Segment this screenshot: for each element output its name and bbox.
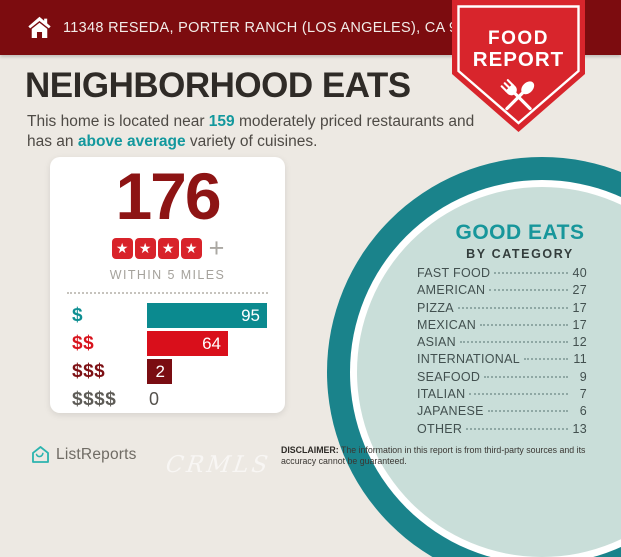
category-value: 17	[572, 317, 587, 332]
category-label: MEXICAN	[417, 317, 477, 332]
disclaimer: DISCLAIMER: The information in this repo…	[281, 445, 611, 468]
category-value: 6	[579, 404, 587, 419]
dotted-leader	[523, 358, 568, 361]
category-value: 9	[579, 369, 587, 384]
dotted-leader	[494, 272, 568, 274]
category-label: PIZZA	[417, 300, 454, 315]
star-icon: ★	[134, 237, 156, 259]
category-value: 27	[572, 283, 587, 298]
good-eats-title: GOOD EATS	[455, 221, 585, 244]
category-label: ITALIAN	[417, 387, 466, 402]
star-rating: ★ ★ ★ ★ +	[50, 232, 285, 263]
property-address: 11348 RESEDA, PORTER RANCH (LOS ANGELES)…	[63, 19, 491, 36]
total-restaurants: 176	[115, 159, 221, 233]
listreports-logo: ListReports	[31, 445, 137, 464]
category-label: OTHER	[417, 421, 463, 436]
dotted-leader	[457, 306, 568, 309]
star-icon: ★	[111, 237, 133, 259]
subtitle-mid: moderately priced restaurants and has an	[27, 113, 475, 151]
category-row: SEAFOOD 9	[417, 370, 587, 387]
category-value: 7	[579, 387, 587, 402]
dotted-leader	[466, 427, 568, 430]
listreports-house-icon	[31, 445, 50, 464]
category-label: ASIAN	[417, 335, 457, 350]
home-icon	[26, 14, 53, 41]
subtitle-pre: This home is located near	[27, 113, 209, 130]
badge-line1: FOOD	[488, 28, 549, 49]
price-tier-bar: 2	[147, 359, 172, 385]
dotted-leader	[487, 410, 568, 413]
category-label: AMERICAN	[417, 283, 486, 298]
dotted-leader	[484, 375, 568, 378]
crmls-watermark: CRMLS	[164, 452, 273, 478]
dotted-leader	[489, 289, 568, 292]
price-tier-label: $	[72, 304, 84, 326]
star-icon: ★	[180, 237, 202, 259]
category-value: 17	[572, 300, 587, 315]
price-tier-label: $$$$	[72, 388, 117, 410]
variety-highlight: above average	[77, 133, 186, 151]
price-tier-row: $$$ 2	[50, 358, 285, 386]
category-value: 13	[572, 421, 587, 436]
good-eats-subtitle: BY CATEGORY	[466, 247, 574, 261]
category-row: AMERICAN 27	[417, 283, 587, 300]
price-tier-label: $$	[72, 332, 95, 354]
dotted-leader	[480, 323, 568, 326]
price-tier-row: $$ 64	[50, 330, 285, 358]
good-eats-header: GOOD EATS BY CATEGORY	[415, 221, 621, 261]
disclaimer-label: DISCLAIMER:	[281, 445, 339, 455]
food-report-badge: FOOD REPORT	[452, 0, 585, 134]
price-tier-row: $$$$ 0	[50, 386, 285, 414]
category-label: FAST FOOD	[417, 266, 491, 280]
price-tier-zero-value: 0	[149, 389, 160, 410]
category-label: SEAFOOD	[417, 369, 481, 384]
disclaimer-text: The information in this report is from t…	[281, 445, 586, 467]
category-row: MEXICAN 17	[417, 318, 587, 335]
price-tier-bar: 64	[147, 331, 228, 357]
category-label: JAPANESE	[417, 404, 484, 419]
category-row: OTHER 13	[417, 422, 587, 439]
category-row: ASIAN 12	[417, 335, 587, 352]
category-row: PIZZA 17	[417, 301, 587, 318]
category-row: JAPANESE 6	[417, 404, 587, 421]
category-value: 11	[573, 352, 587, 367]
category-list: FAST FOOD 40 AMERICAN 27 PIZZA 17 MEXICAN 17 ASI…	[417, 266, 587, 439]
radius-label: WITHIN 5 MILES	[109, 267, 226, 282]
restaurant-count: 159	[208, 113, 235, 130]
fork-and-spoon-crossed-icon	[500, 79, 535, 111]
page-subtitle: This home is located near 159 moderately…	[27, 112, 479, 153]
price-tier-bar: 95	[147, 303, 267, 329]
plus-sign: +	[208, 232, 225, 263]
subtitle-post: variety of cuisines.	[185, 133, 318, 151]
category-value: 12	[572, 335, 587, 350]
category-row: INTERNATIONAL 11	[417, 352, 587, 369]
price-bar-chart: $95 $$ 64 $$$ 2 $$$$ 0	[50, 302, 285, 414]
stats-card: 176 ★ ★ ★ ★ + WITHIN 5 MILES $95 $$ 64 $$$ 2 $$$$…	[50, 157, 285, 413]
dotted-leader	[460, 341, 568, 344]
price-tier-row: $95	[50, 302, 285, 330]
dotted-divider	[67, 291, 268, 294]
page-title: NEIGHBORHOOD EATS	[25, 66, 411, 105]
price-tier-label: $$$	[72, 360, 106, 382]
category-value: 40	[572, 266, 587, 280]
badge-line2: REPORT	[473, 48, 564, 71]
category-label: INTERNATIONAL	[417, 352, 520, 367]
listreports-wordmark: ListReports	[56, 445, 137, 463]
category-row: FAST FOOD 40	[417, 266, 587, 283]
star-icon: ★	[157, 237, 179, 259]
dotted-leader	[469, 393, 568, 396]
category-row: ITALIAN 7	[417, 387, 587, 404]
